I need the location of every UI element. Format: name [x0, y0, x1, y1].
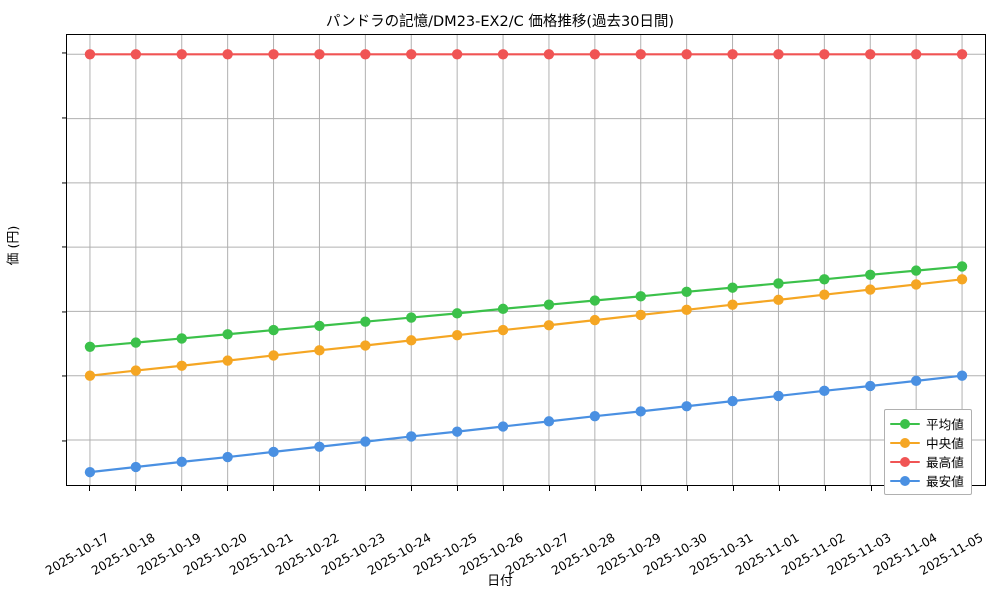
- chart-legend[interactable]: 平均値中央値最高値最安値: [884, 409, 972, 495]
- x-tick-label: 2025-10-31: [687, 495, 816, 578]
- x-tick-label: 2025-11-03: [825, 495, 954, 578]
- legend-label: 平均値: [926, 417, 964, 432]
- x-tick-label: 2025-10-30: [641, 495, 770, 578]
- x-tick-label: 2025-10-23: [319, 495, 448, 578]
- legend-item-4[interactable]: 最安値: [890, 471, 964, 490]
- legend-label: 最安値: [926, 474, 964, 489]
- x-tick-label: 2025-10-24: [365, 495, 494, 578]
- legend-swatch-icon: [890, 474, 920, 488]
- x-tick-mark: [365, 486, 367, 491]
- x-tick-mark: [227, 486, 229, 491]
- x-tick-mark: [135, 486, 137, 491]
- x-tick-mark: [89, 486, 91, 491]
- x-tick-label: 2025-10-28: [549, 495, 678, 578]
- x-tick-label: 2025-10-19: [135, 495, 264, 578]
- legend-marker-icon: [900, 437, 910, 448]
- x-tick-mark: [687, 486, 689, 491]
- x-tick-mark: [825, 486, 827, 491]
- chart-title: パンドラの記憶/DM23-EX2/C 価格推移(過去30日間): [325, 14, 675, 30]
- x-tick-label: 2025-10-25: [411, 495, 540, 578]
- legend-swatch-icon: [890, 436, 920, 450]
- legend-item-2[interactable]: 中央値: [890, 433, 964, 452]
- x-tick-mark: [549, 486, 551, 491]
- x-tick-label: 2025-10-22: [273, 495, 402, 578]
- x-tick-label: 2025-10-18: [89, 495, 218, 578]
- x-tick-label: 2025-10-27: [503, 495, 632, 578]
- x-tick-label: 2025-11-04: [871, 495, 1000, 578]
- x-tick-mark: [595, 486, 597, 491]
- x-tick-mark: [411, 486, 413, 491]
- legend-marker-icon: [900, 475, 910, 486]
- x-tick-mark: [871, 486, 873, 491]
- x-tick-label: 2025-11-01: [733, 495, 862, 578]
- x-tick-label: 2025-10-17: [43, 495, 172, 578]
- x-tick-label: 2025-10-29: [595, 495, 724, 578]
- legend-marker-icon: [900, 456, 910, 467]
- legend-swatch-icon: [890, 417, 920, 431]
- x-tick-mark: [273, 486, 275, 491]
- legend-marker-icon: [900, 418, 910, 429]
- x-tick-mark: [641, 486, 643, 491]
- legend-swatch-icon: [890, 455, 920, 469]
- data-series: [84, 49, 968, 478]
- y-axis-title: 価 (円): [6, 225, 22, 266]
- x-tick-mark: [319, 486, 321, 491]
- x-axis-title: 日付: [487, 574, 513, 589]
- plot-area: [66, 34, 986, 486]
- x-tick-label: 2025-11-05: [917, 495, 1000, 578]
- x-tick-label: 2025-11-02: [779, 495, 908, 578]
- x-tick-label: 2025-10-20: [181, 495, 310, 578]
- x-tick-mark: [733, 486, 735, 491]
- legend-label: 最高値: [926, 455, 964, 470]
- x-tick-mark: [181, 486, 183, 491]
- legend-item-3[interactable]: 最高値: [890, 452, 964, 471]
- x-tick-label: 2025-10-21: [227, 495, 356, 578]
- legend-item-1[interactable]: 平均値: [890, 414, 964, 433]
- x-tick-mark: [779, 486, 781, 491]
- x-tick-mark: [503, 486, 505, 491]
- x-tick-mark: [457, 486, 459, 491]
- x-tick-label: 2025-10-26: [457, 495, 586, 578]
- legend-label: 中央値: [926, 436, 964, 451]
